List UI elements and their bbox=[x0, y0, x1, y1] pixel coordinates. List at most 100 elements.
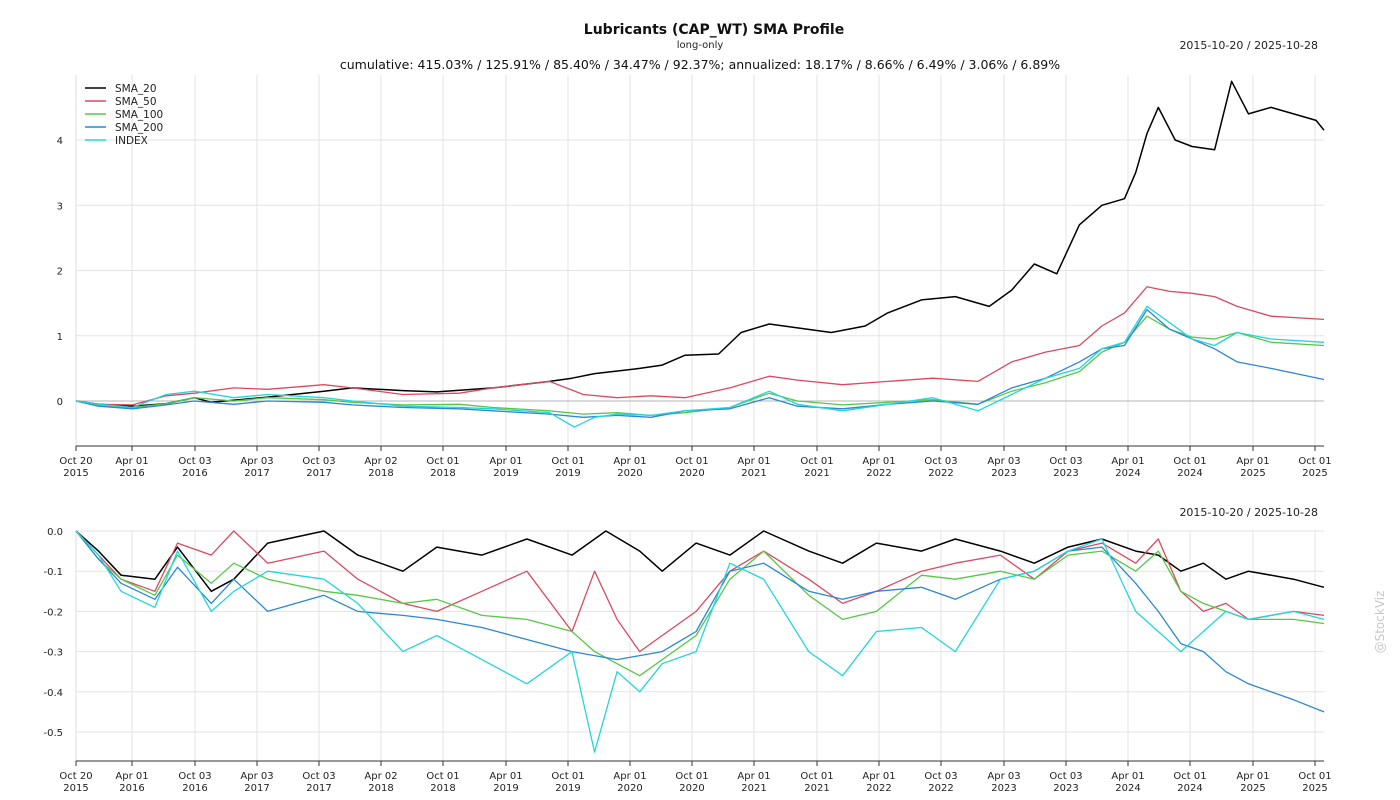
legend-label: SMA_100 bbox=[115, 109, 163, 121]
x-tick-label: Oct 03 bbox=[178, 771, 211, 782]
x-tick-label: 2017 bbox=[306, 468, 331, 479]
x-tick-label: 2025 bbox=[1302, 468, 1327, 479]
x-tick-label: 2016 bbox=[182, 468, 207, 479]
x-tick-label: Oct 03 bbox=[302, 771, 335, 782]
date-range-bottom: 2015-10-20 / 2025-10-28 bbox=[1179, 506, 1318, 519]
x-tick-label: Apr 01 bbox=[489, 771, 522, 782]
x-tick-label: Oct 01 bbox=[426, 771, 459, 782]
x-tick-label: Oct 01 bbox=[800, 456, 833, 467]
x-tick-label: Apr 01 bbox=[1236, 456, 1269, 467]
y-tick-label: 0 bbox=[57, 397, 63, 408]
x-tick-label: 2022 bbox=[928, 468, 953, 479]
x-tick-label: Oct 01 bbox=[1173, 771, 1206, 782]
x-tick-label: 2023 bbox=[991, 468, 1016, 479]
x-tick-label: 2017 bbox=[244, 783, 269, 794]
x-tick-label: 2024 bbox=[1115, 468, 1140, 479]
x-tick-label: Oct 03 bbox=[924, 456, 957, 467]
x-tick-label: 2024 bbox=[1177, 468, 1202, 479]
x-tick-label: Oct 03 bbox=[178, 456, 211, 467]
legend-label: SMA_200 bbox=[115, 122, 163, 134]
y-tick-label: 1 bbox=[57, 332, 63, 343]
x-tick-label: Apr 01 bbox=[1111, 771, 1144, 782]
x-tick-label: Oct 01 bbox=[426, 456, 459, 467]
x-tick-label: Oct 03 bbox=[1049, 771, 1082, 782]
x-tick-label: 2022 bbox=[928, 783, 953, 794]
y-tick-label: 0.0 bbox=[47, 527, 63, 538]
x-tick-label: Oct 01 bbox=[675, 456, 708, 467]
x-tick-label: 2019 bbox=[555, 468, 580, 479]
series-line-sma-100 bbox=[75, 530, 1325, 677]
x-tick-label: Apr 01 bbox=[737, 771, 770, 782]
y-tick-label: 3 bbox=[57, 201, 63, 212]
x-tick-label: Oct 01 bbox=[1298, 456, 1331, 467]
y-tick-label: 4 bbox=[57, 136, 63, 147]
x-tick-label: 2017 bbox=[244, 468, 269, 479]
series-line-index bbox=[75, 530, 1325, 753]
x-tick-label: Apr 01 bbox=[1236, 771, 1269, 782]
x-tick-label: 2025 bbox=[1240, 468, 1265, 479]
x-tick-label: 2021 bbox=[804, 783, 829, 794]
y-tick-label: -0.3 bbox=[43, 648, 63, 659]
x-tick-label: Apr 01 bbox=[115, 771, 148, 782]
x-tick-label: Oct 03 bbox=[1049, 456, 1082, 467]
x-tick-label: 2018 bbox=[368, 468, 393, 479]
x-tick-label: 2017 bbox=[306, 783, 331, 794]
x-tick-label: 2023 bbox=[991, 783, 1016, 794]
x-tick-label: 2019 bbox=[555, 783, 580, 794]
x-tick-label: Oct 03 bbox=[302, 456, 335, 467]
x-tick-label: Apr 02 bbox=[364, 771, 397, 782]
x-tick-label: 2020 bbox=[679, 468, 704, 479]
x-tick-label: Apr 01 bbox=[613, 456, 646, 467]
series-line-sma-50 bbox=[75, 530, 1325, 653]
x-tick-label: Apr 03 bbox=[987, 771, 1020, 782]
x-tick-label: Apr 01 bbox=[489, 456, 522, 467]
x-tick-label: 2024 bbox=[1115, 783, 1140, 794]
legend-label: SMA_20 bbox=[115, 83, 157, 95]
series-line-sma-20 bbox=[75, 80, 1325, 407]
x-tick-label: Oct 01 bbox=[1173, 456, 1206, 467]
x-tick-label: Oct 20 bbox=[59, 771, 92, 782]
x-tick-label: 2023 bbox=[1053, 783, 1078, 794]
x-tick-label: Apr 03 bbox=[240, 456, 273, 467]
y-tick-label: -0.4 bbox=[43, 688, 63, 699]
x-tick-label: Apr 01 bbox=[862, 771, 895, 782]
x-tick-label: 2019 bbox=[493, 468, 518, 479]
x-tick-label: 2016 bbox=[119, 468, 144, 479]
y-tick-label: 2 bbox=[57, 267, 63, 278]
stats-line: cumulative: 415.03% / 125.91% / 85.40% /… bbox=[340, 57, 1060, 72]
series-line-sma-200 bbox=[75, 530, 1325, 713]
y-tick-label: -0.5 bbox=[43, 728, 63, 739]
x-tick-label: 2024 bbox=[1177, 783, 1202, 794]
x-tick-label: Apr 02 bbox=[364, 456, 397, 467]
chart-subtitle: long-only bbox=[677, 40, 724, 51]
x-tick-label: Oct 01 bbox=[800, 771, 833, 782]
x-tick-label: Oct 20 bbox=[59, 456, 92, 467]
x-tick-label: 2020 bbox=[679, 783, 704, 794]
x-tick-label: Apr 01 bbox=[862, 456, 895, 467]
x-tick-label: Oct 01 bbox=[675, 771, 708, 782]
x-tick-label: 2018 bbox=[430, 783, 455, 794]
x-tick-label: 2022 bbox=[866, 783, 891, 794]
x-tick-label: 2021 bbox=[741, 468, 766, 479]
x-tick-label: Oct 01 bbox=[551, 456, 584, 467]
legend-label: INDEX bbox=[115, 135, 148, 147]
x-tick-label: 2021 bbox=[804, 468, 829, 479]
x-tick-label: 2023 bbox=[1053, 468, 1078, 479]
x-tick-label: 2015 bbox=[63, 783, 88, 794]
watermark: @StockViz bbox=[1373, 591, 1387, 654]
x-tick-label: Apr 03 bbox=[987, 456, 1020, 467]
x-tick-label: 2016 bbox=[182, 783, 207, 794]
y-tick-label: -0.1 bbox=[43, 567, 63, 578]
x-tick-label: 2020 bbox=[617, 783, 642, 794]
x-tick-label: 2020 bbox=[617, 468, 642, 479]
x-tick-label: Oct 01 bbox=[551, 771, 584, 782]
x-tick-label: Oct 01 bbox=[1298, 771, 1331, 782]
y-tick-label: -0.2 bbox=[43, 607, 63, 618]
x-tick-label: 2019 bbox=[493, 783, 518, 794]
x-tick-label: 2025 bbox=[1302, 783, 1327, 794]
date-range-top: 2015-10-20 / 2025-10-28 bbox=[1179, 39, 1318, 52]
